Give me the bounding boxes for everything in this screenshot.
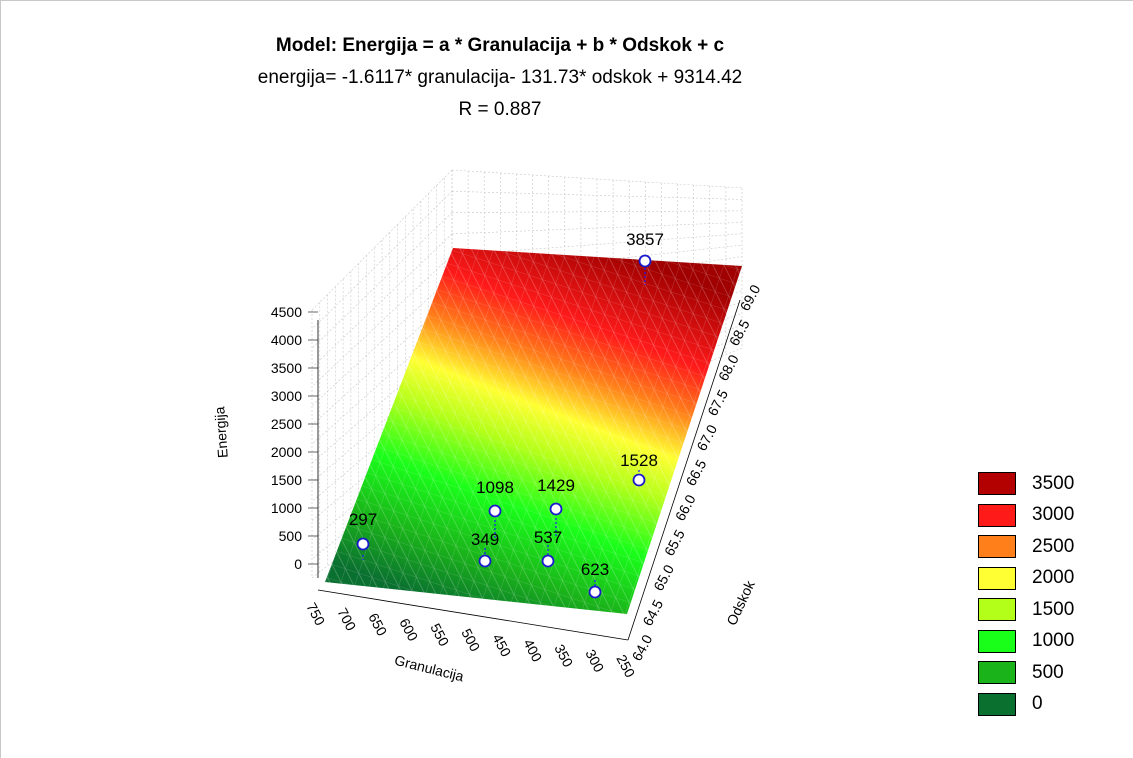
x-tick-label: 400 xyxy=(520,636,545,664)
legend-swatch xyxy=(978,566,1016,590)
response-surface xyxy=(325,248,742,614)
z-tick-label: 3500 xyxy=(271,360,302,376)
x-tick-label: 600 xyxy=(396,615,421,643)
data-point-marker xyxy=(478,554,492,568)
z-tick-label: 2500 xyxy=(271,416,302,432)
z-tick-label: 2000 xyxy=(271,444,302,460)
y-tick-label: 65.0 xyxy=(650,562,677,594)
data-point-label: 349 xyxy=(471,530,499,549)
legend-swatch xyxy=(978,598,1016,622)
data-point-marker xyxy=(488,504,502,518)
y-tick-label: 68.0 xyxy=(715,352,742,384)
legend-item: 500 xyxy=(978,657,1074,689)
data-points: 297 349 1098 1429 537 623 1528 3857 xyxy=(349,230,664,599)
y-tick-label: 69.0 xyxy=(737,282,764,314)
grid-line xyxy=(451,190,743,200)
z-tick-label: 0 xyxy=(294,556,302,572)
legend-item: 3000 xyxy=(978,500,1074,532)
r-value: R = 0.887 xyxy=(458,99,542,120)
y-tick-label: 64.5 xyxy=(639,597,666,629)
grid-line xyxy=(451,210,743,213)
z-tick-label: 1000 xyxy=(271,500,302,516)
grid-line xyxy=(451,221,743,235)
x-tick-label: 500 xyxy=(458,626,483,654)
legend-label: 3000 xyxy=(1032,504,1075,526)
grid-line xyxy=(311,340,453,464)
y-axis-label: Odskok xyxy=(723,577,758,628)
y-axis-line xyxy=(627,299,741,641)
grid-line xyxy=(311,361,453,483)
grid-line xyxy=(311,297,453,426)
grid-line xyxy=(311,212,453,349)
data-point-label: 3857 xyxy=(626,230,664,249)
legend-swatch xyxy=(978,692,1016,716)
legend-label: 2500 xyxy=(1032,535,1075,557)
grid-line xyxy=(451,169,743,189)
data-point-marker xyxy=(632,473,646,487)
grid-line xyxy=(311,382,453,502)
x-tick-label: 650 xyxy=(365,610,390,638)
y-tick-label: 67.5 xyxy=(704,387,731,419)
data-point-marker xyxy=(356,537,370,551)
grid-line xyxy=(311,233,453,368)
grid-line xyxy=(311,318,453,445)
grid-line xyxy=(311,191,453,330)
legend-swatch xyxy=(978,629,1016,653)
legend-swatch xyxy=(978,503,1016,527)
legend-item: 2000 xyxy=(978,563,1074,595)
legend-swatch xyxy=(978,661,1016,685)
z-tick-label: 1500 xyxy=(271,472,302,488)
data-point-marker xyxy=(638,254,652,268)
data-point-label: 297 xyxy=(349,510,377,529)
legend-label: 3500 xyxy=(1032,472,1075,494)
y-tick-label: 64.0 xyxy=(629,632,656,664)
legend-swatch xyxy=(978,535,1016,559)
x-axis-label: Granulacija xyxy=(393,652,466,685)
grid-line xyxy=(311,254,453,387)
x-axis-line xyxy=(317,589,629,641)
data-point-label: 537 xyxy=(534,528,562,547)
z-axis-label: Energija xyxy=(211,406,231,459)
y-tick-label: 65.5 xyxy=(661,527,688,559)
chart-title: Model: Energija = a * Granulacija + b * … xyxy=(275,35,725,56)
legend-label: 1000 xyxy=(1032,630,1075,652)
legend-item: 2500 xyxy=(978,531,1074,563)
data-point-label: 1429 xyxy=(537,476,575,495)
legend-label: 500 xyxy=(1032,661,1064,683)
z-tick-label: 3000 xyxy=(271,388,302,404)
data-point-marker xyxy=(588,585,602,599)
model-equation: energija= -1.6117* granulacija- 131.73* … xyxy=(257,67,743,88)
legend-item: 0 xyxy=(978,689,1074,721)
legend-swatch xyxy=(978,472,1016,496)
grid-line xyxy=(311,169,453,311)
data-point-label: 1528 xyxy=(620,451,658,470)
z-tick-label: 4000 xyxy=(271,332,302,348)
legend-label: 0 xyxy=(1032,693,1043,715)
y-tick-label: 68.5 xyxy=(726,317,753,349)
legend-item: 1000 xyxy=(978,626,1074,658)
x-tick-label: 700 xyxy=(334,605,359,633)
surface-mesh xyxy=(325,248,742,614)
legend: 3500 3000 2500 2000 1500 1000 500 0 xyxy=(978,468,1074,720)
x-tick-label: 550 xyxy=(427,621,452,649)
x-tick-label: 350 xyxy=(551,641,576,669)
y-tick-label: 66.0 xyxy=(672,492,699,524)
z-tick-label: 500 xyxy=(279,528,303,544)
legend-label: 2000 xyxy=(1032,567,1075,589)
legend-item: 3500 xyxy=(978,468,1074,500)
x-tick-label: 750 xyxy=(303,600,328,628)
z-tick-label: 4500 xyxy=(271,304,302,320)
data-point-label: 623 xyxy=(581,560,609,579)
chart-titles: Model: Energija = a * Granulacija + b * … xyxy=(0,30,1000,126)
legend-label: 1500 xyxy=(1032,598,1075,620)
data-point-marker xyxy=(541,554,555,568)
data-point-marker xyxy=(549,502,563,516)
x-tick-label: 300 xyxy=(582,647,607,675)
y-tick-label: 67.0 xyxy=(693,422,720,454)
x-tick-label: 450 xyxy=(489,631,514,659)
legend-item: 1500 xyxy=(978,594,1074,626)
data-point-label: 1098 xyxy=(476,478,514,497)
